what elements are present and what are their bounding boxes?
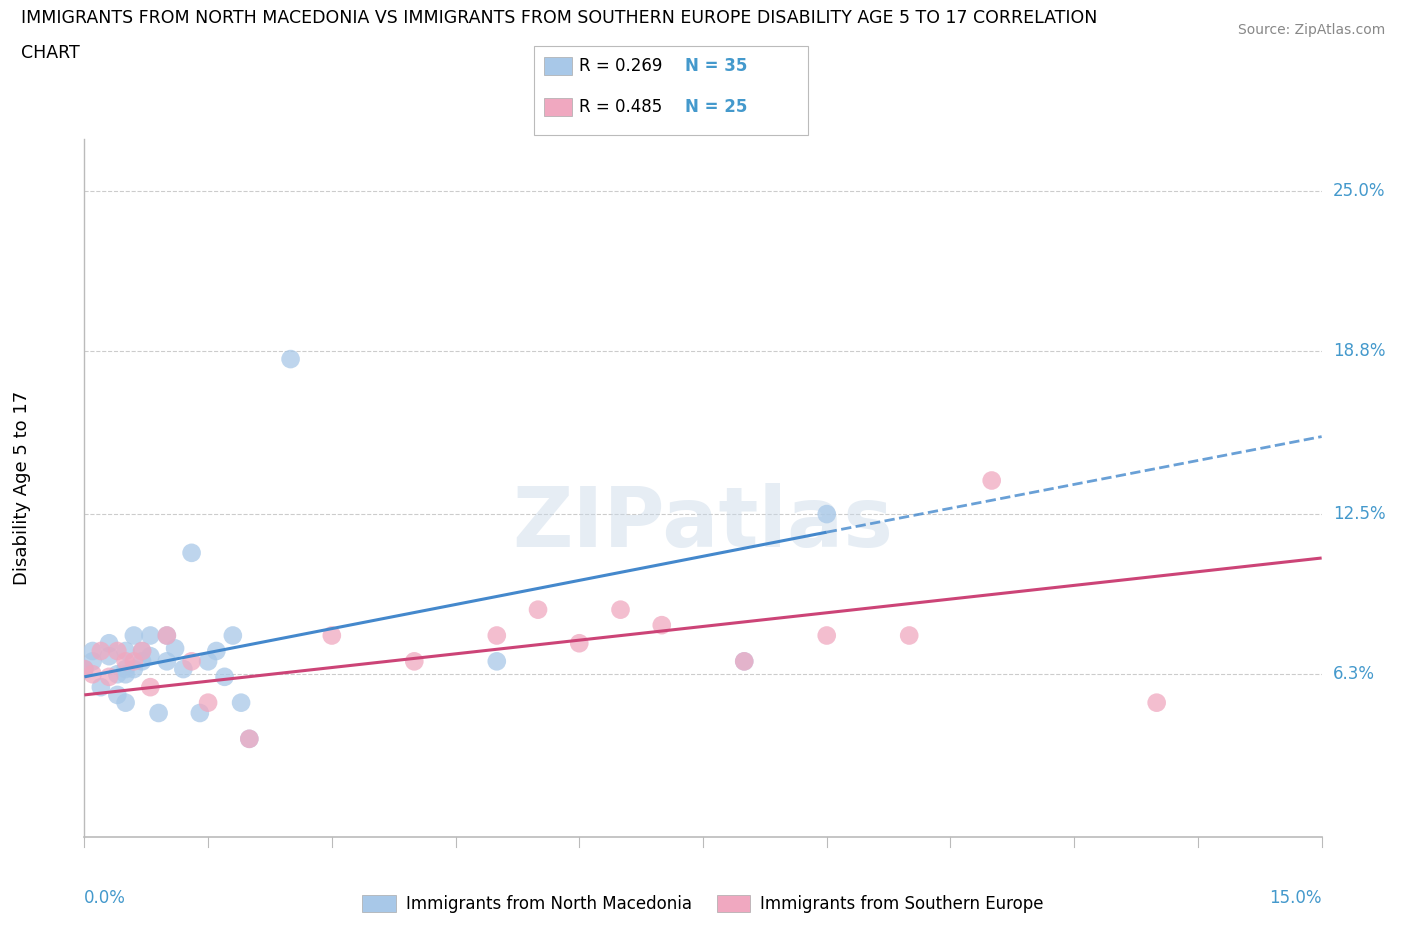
Point bbox=[404, 654, 426, 669]
Point bbox=[131, 644, 153, 658]
Point bbox=[238, 731, 260, 746]
Point bbox=[98, 636, 121, 651]
Point bbox=[321, 628, 343, 643]
Point bbox=[527, 603, 550, 618]
Point bbox=[815, 507, 838, 522]
Point bbox=[238, 731, 260, 746]
Text: N = 25: N = 25 bbox=[685, 98, 747, 116]
Point bbox=[114, 667, 136, 682]
Point bbox=[90, 644, 112, 658]
Text: R = 0.485: R = 0.485 bbox=[579, 98, 662, 116]
Point bbox=[114, 644, 136, 658]
Point bbox=[114, 696, 136, 711]
Point bbox=[105, 687, 128, 702]
Point bbox=[98, 649, 121, 664]
Point bbox=[156, 628, 179, 643]
Point bbox=[156, 628, 179, 643]
Point bbox=[73, 661, 96, 676]
Text: 12.5%: 12.5% bbox=[1333, 505, 1385, 523]
Text: ZIPatlas: ZIPatlas bbox=[513, 483, 893, 564]
Point bbox=[180, 545, 202, 560]
Point bbox=[114, 661, 136, 676]
Text: IMMIGRANTS FROM NORTH MACEDONIA VS IMMIGRANTS FROM SOUTHERN EUROPE DISABILITY AG: IMMIGRANTS FROM NORTH MACEDONIA VS IMMIG… bbox=[21, 9, 1098, 27]
Point bbox=[82, 654, 104, 669]
Text: Disability Age 5 to 17: Disability Age 5 to 17 bbox=[14, 392, 31, 585]
Point bbox=[197, 654, 219, 669]
Point bbox=[122, 661, 145, 676]
Text: 6.3%: 6.3% bbox=[1333, 665, 1375, 684]
Point bbox=[485, 654, 508, 669]
Point bbox=[139, 628, 162, 643]
Point bbox=[105, 644, 128, 658]
Point bbox=[229, 696, 252, 711]
Point bbox=[98, 670, 121, 684]
Text: CHART: CHART bbox=[21, 44, 80, 61]
Point bbox=[980, 473, 1002, 488]
Legend: Immigrants from North Macedonia, Immigrants from Southern Europe: Immigrants from North Macedonia, Immigra… bbox=[356, 888, 1050, 920]
Point bbox=[82, 644, 104, 658]
Point bbox=[898, 628, 921, 643]
Point bbox=[114, 654, 136, 669]
Point bbox=[280, 352, 302, 366]
Point bbox=[188, 706, 211, 721]
Point bbox=[1146, 696, 1168, 711]
Text: 15.0%: 15.0% bbox=[1270, 889, 1322, 907]
Point bbox=[180, 654, 202, 669]
Point bbox=[90, 680, 112, 695]
Text: 25.0%: 25.0% bbox=[1333, 182, 1385, 200]
Point bbox=[651, 618, 673, 632]
Point bbox=[485, 628, 508, 643]
Point bbox=[815, 628, 838, 643]
Point bbox=[73, 661, 96, 676]
Point bbox=[131, 654, 153, 669]
Point bbox=[568, 636, 591, 651]
Point bbox=[214, 670, 236, 684]
Text: 0.0%: 0.0% bbox=[84, 889, 127, 907]
Point bbox=[122, 628, 145, 643]
Point bbox=[139, 649, 162, 664]
Point bbox=[172, 661, 194, 676]
Text: 18.8%: 18.8% bbox=[1333, 342, 1385, 360]
Point bbox=[609, 603, 631, 618]
Point bbox=[139, 680, 162, 695]
Point bbox=[131, 644, 153, 658]
Point bbox=[733, 654, 755, 669]
Point bbox=[197, 696, 219, 711]
Text: N = 35: N = 35 bbox=[685, 57, 747, 75]
Point bbox=[205, 644, 228, 658]
Point bbox=[82, 667, 104, 682]
Point bbox=[105, 667, 128, 682]
Point bbox=[733, 654, 755, 669]
Point bbox=[156, 654, 179, 669]
Point bbox=[222, 628, 245, 643]
Point bbox=[165, 641, 187, 656]
Text: R = 0.269: R = 0.269 bbox=[579, 57, 662, 75]
Text: Source: ZipAtlas.com: Source: ZipAtlas.com bbox=[1237, 23, 1385, 37]
Point bbox=[148, 706, 170, 721]
Point bbox=[122, 654, 145, 669]
